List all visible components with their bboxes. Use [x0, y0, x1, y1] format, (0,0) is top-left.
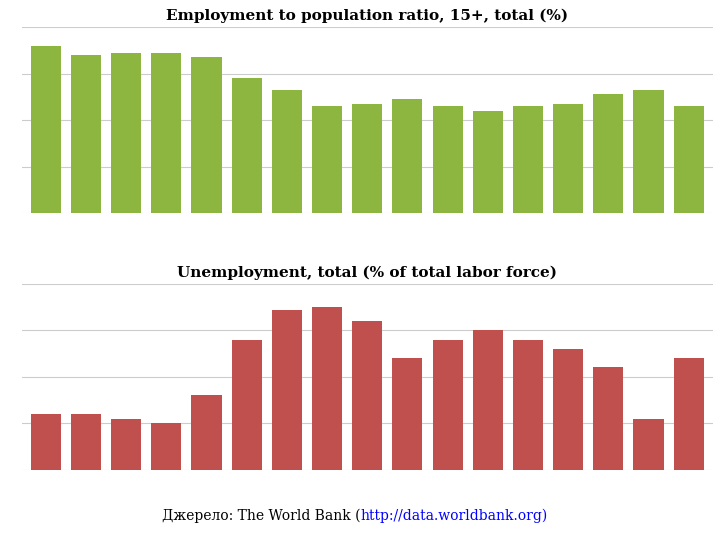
Bar [31, 414, 60, 470]
Bar [232, 340, 261, 470]
Bar [151, 52, 181, 213]
Title: Employment to population ratio, 15+, total (%): Employment to population ratio, 15+, tot… [166, 9, 568, 23]
Bar [71, 414, 101, 470]
Bar [553, 104, 583, 213]
Bar [593, 94, 624, 213]
Bar [151, 423, 181, 470]
Bar [513, 340, 543, 470]
Bar [433, 106, 463, 213]
Text: http://data.worldbank.org): http://data.worldbank.org) [360, 509, 547, 523]
Bar [553, 349, 583, 470]
Bar [192, 395, 222, 470]
Bar [232, 78, 261, 213]
Bar [352, 104, 382, 213]
Bar [71, 55, 101, 213]
Bar [392, 358, 423, 470]
Bar [31, 45, 60, 213]
Bar [473, 330, 503, 470]
Bar [111, 52, 141, 213]
Bar [271, 90, 302, 213]
Bar [593, 368, 624, 470]
Bar [433, 340, 463, 470]
Title: Unemployment, total (% of total labor force): Unemployment, total (% of total labor fo… [177, 266, 557, 280]
Bar [634, 90, 664, 213]
Bar [312, 106, 342, 213]
Bar [352, 321, 382, 470]
Bar [473, 111, 503, 213]
Bar [192, 57, 222, 213]
Bar [392, 99, 423, 213]
Bar [674, 358, 703, 470]
Bar [674, 106, 703, 213]
Bar [271, 310, 302, 470]
Bar [312, 307, 342, 470]
Bar [513, 106, 543, 213]
Bar [111, 418, 141, 470]
Bar [634, 418, 664, 470]
Text: Джерело: The World Bank (: Джерело: The World Bank ( [161, 509, 360, 523]
